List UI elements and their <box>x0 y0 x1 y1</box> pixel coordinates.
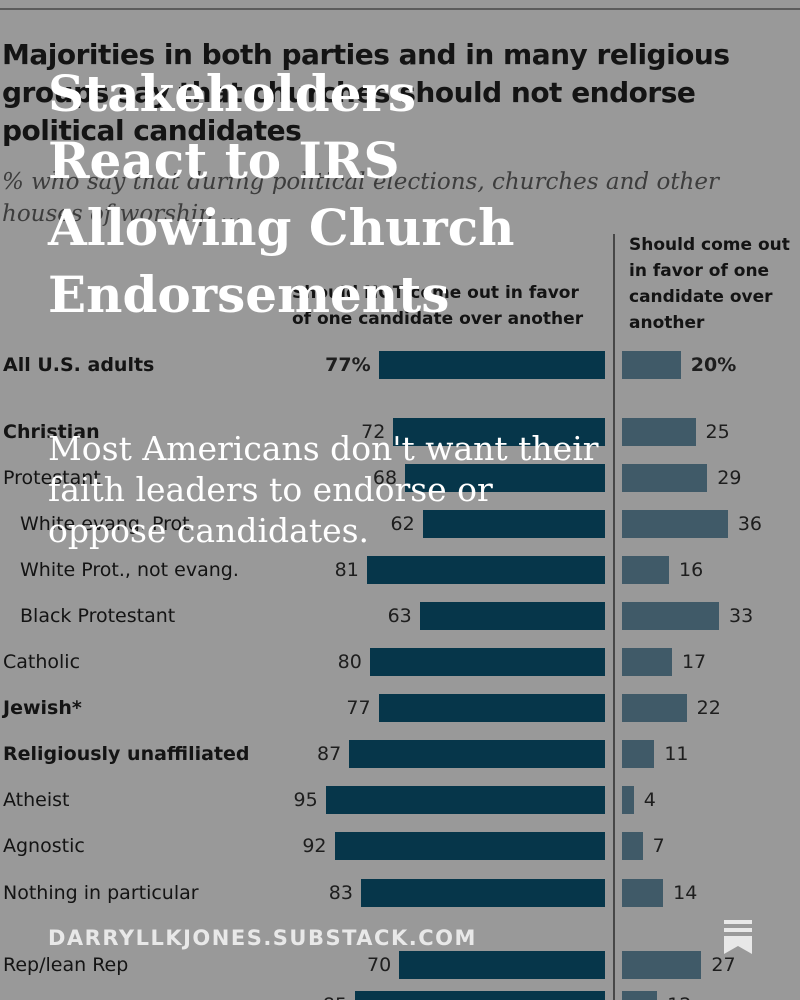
value-label-should: 4 <box>643 789 656 811</box>
category-label: Jewish* <box>3 697 82 719</box>
footer-domain[interactable]: DARRYLLKJONES.SUBSTACK.COM <box>48 926 477 950</box>
chart-subtitle: % who say that during political election… <box>2 169 719 227</box>
value-label-should: 27 <box>711 954 736 976</box>
category-label: Agnostic <box>3 835 85 857</box>
bar-should <box>622 786 634 814</box>
bar-should <box>622 694 687 722</box>
value-label-should: 33 <box>729 605 754 627</box>
value-label-should-not: 95 <box>293 789 318 811</box>
value-label-should-not: 77% <box>325 354 371 376</box>
value-label-should-not: 70 <box>367 954 392 976</box>
value-label-should-not: 81 <box>334 559 359 581</box>
category-label: Religiously unaffiliated <box>3 743 250 765</box>
value-label-should-not: 85 <box>287 993 347 1000</box>
category-label: Rep/lean Rep <box>3 954 129 976</box>
column-divider <box>613 234 615 1000</box>
bar-should <box>622 879 664 907</box>
post-subheadline: Most Americans don't want their faith le… <box>48 429 599 550</box>
value-label-should: 11 <box>664 743 689 765</box>
value-label-should-not: 72 <box>361 421 386 443</box>
bar-should-not <box>366 556 605 584</box>
bar-should <box>622 951 702 979</box>
value-label-should-not: 83 <box>328 882 353 904</box>
bar-should-not <box>422 510 605 538</box>
bar-should <box>622 832 643 860</box>
category-label: Black Protestant <box>20 605 176 627</box>
category-label: Catholic <box>3 651 81 673</box>
post-headline: Stakeholders React to IRS Allowing Churc… <box>48 64 515 324</box>
bar-should-not <box>334 832 605 860</box>
bar-should-not <box>419 602 605 630</box>
value-label-should-not: 63 <box>387 605 412 627</box>
value-label-should: 29 <box>717 467 742 489</box>
bar-should <box>622 351 681 379</box>
bar-should <box>622 648 672 676</box>
bar-should <box>622 510 728 538</box>
top-rule <box>0 8 800 10</box>
value-label-should: 14 <box>673 882 698 904</box>
bookmark-icon[interactable] <box>724 920 752 954</box>
bar-should <box>622 464 708 492</box>
value-label-should: 36 <box>737 513 763 535</box>
category-label: Nothing in particular <box>3 882 199 904</box>
category-label: Christian <box>3 421 100 443</box>
bar-should-not <box>369 648 605 676</box>
value-label-should-not: 87 <box>317 743 342 765</box>
legend-should: Should come out in favor of one candidat… <box>629 235 790 333</box>
value-label-should: 7 <box>652 835 665 857</box>
chart-title: Majorities in both parties and in many r… <box>2 38 730 147</box>
bar-should-not <box>378 694 605 722</box>
bar-should-not <box>405 464 605 492</box>
value-label-should: 25 <box>705 421 730 443</box>
legend-should-not: Should NOT come out in favor of one cand… <box>292 283 584 329</box>
bar-should <box>622 602 720 630</box>
bar-should <box>622 418 696 446</box>
value-label-should-not: 77 <box>346 697 371 719</box>
category-label: Atheist <box>3 789 70 811</box>
category-label: Protestant <box>3 467 101 489</box>
bar-should-not <box>399 951 605 979</box>
value-label-should: 20% <box>690 354 737 376</box>
value-label-should: 22 <box>696 697 721 719</box>
value-label-should: 12 <box>667 993 691 1000</box>
bar-should <box>622 991 658 1000</box>
bar-should-not <box>360 879 605 907</box>
category-label: White evang. Prot. <box>20 513 196 535</box>
category-label: White Prot., not evang. <box>20 559 239 581</box>
bar-should-not <box>325 786 605 814</box>
value-label-should: 17 <box>681 651 707 673</box>
value-label-should-not: 80 <box>337 651 362 673</box>
value-label-should-not: 62 <box>390 513 415 535</box>
category-label: All U.S. adults <box>3 354 155 376</box>
bar-should-not <box>355 991 605 1000</box>
bar-should <box>622 556 670 584</box>
value-label-should-not: 92 <box>302 835 327 857</box>
bar-should-not <box>378 351 605 379</box>
value-label-should: 16 <box>679 559 704 581</box>
bar-should <box>622 740 655 768</box>
bar-should-not <box>393 418 605 446</box>
bar-should-not <box>349 740 605 768</box>
value-label-should-not: 68 <box>372 467 398 489</box>
